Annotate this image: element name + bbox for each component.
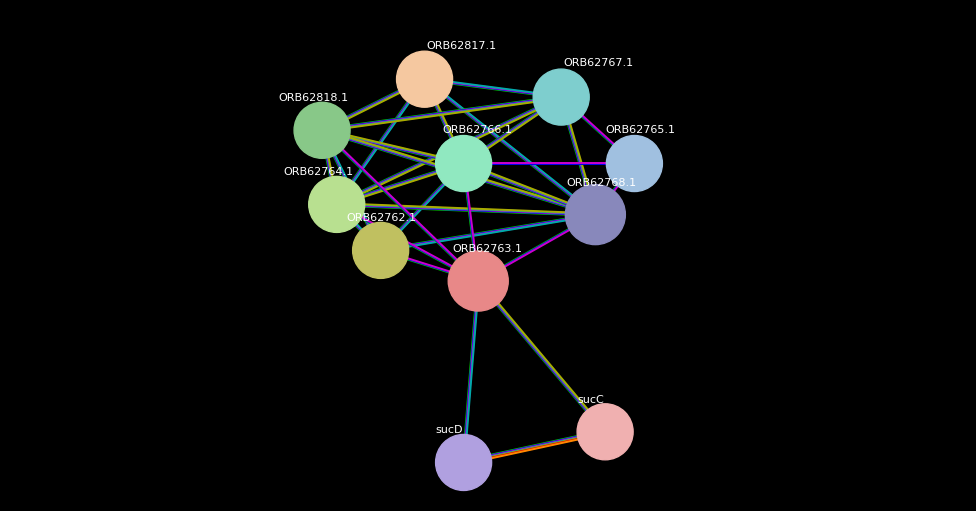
Ellipse shape (448, 251, 508, 311)
Ellipse shape (435, 135, 492, 192)
Text: sucC: sucC (578, 394, 604, 405)
Ellipse shape (435, 434, 492, 491)
Ellipse shape (533, 69, 590, 125)
Text: ORB62764.1: ORB62764.1 (283, 167, 353, 177)
Text: ORB62817.1: ORB62817.1 (427, 41, 497, 51)
Ellipse shape (606, 135, 663, 192)
Ellipse shape (352, 222, 409, 278)
Text: ORB62762.1: ORB62762.1 (346, 213, 417, 223)
Ellipse shape (294, 102, 350, 158)
Text: sucD: sucD (435, 425, 463, 435)
Ellipse shape (577, 404, 633, 460)
Text: ORB62763.1: ORB62763.1 (453, 244, 523, 254)
Text: ORB62766.1: ORB62766.1 (442, 125, 512, 135)
Ellipse shape (308, 176, 365, 233)
Text: ORB62765.1: ORB62765.1 (605, 125, 675, 135)
Ellipse shape (396, 51, 453, 107)
Text: ORB62767.1: ORB62767.1 (563, 58, 633, 68)
Text: ORB62768.1: ORB62768.1 (566, 177, 636, 188)
Ellipse shape (565, 184, 626, 245)
Text: ORB62818.1: ORB62818.1 (278, 93, 348, 103)
